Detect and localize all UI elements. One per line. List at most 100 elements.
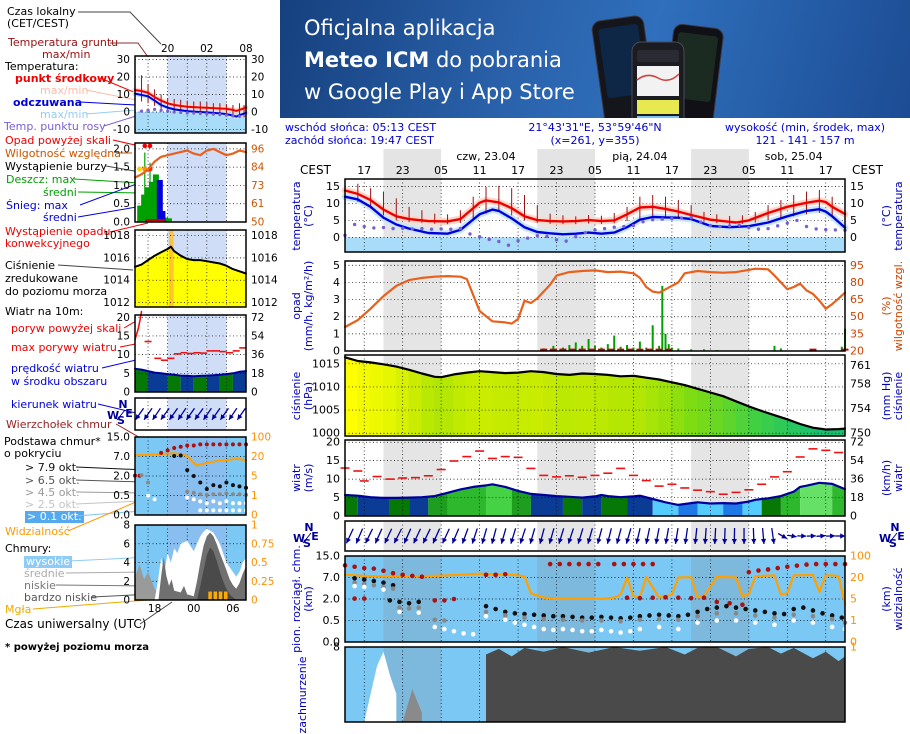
svg-text:1: 1 <box>333 327 340 340</box>
svg-text:06: 06 <box>226 603 240 615</box>
svg-text:0: 0 <box>333 510 340 523</box>
svg-text:10: 10 <box>850 197 864 210</box>
svg-text:20: 20 <box>326 436 340 449</box>
svg-text:54: 54 <box>251 330 265 342</box>
svg-text:1: 1 <box>251 520 258 532</box>
svg-text:1018: 1018 <box>103 230 130 242</box>
axis-label-p1: temperatura(°C) <box>291 181 315 250</box>
svg-text:10: 10 <box>326 197 340 210</box>
svg-text:0.75: 0.75 <box>251 538 274 550</box>
svg-text:1: 1 <box>850 614 857 627</box>
svg-text:0: 0 <box>123 107 130 119</box>
svg-text:1016: 1016 <box>251 252 278 264</box>
meteogram-page: { "banner": { "line1": "Oficjalna aplika… <box>0 0 910 660</box>
svg-text:72: 72 <box>251 312 264 324</box>
svg-text:0.25: 0.25 <box>251 576 274 588</box>
svg-text:E: E <box>897 530 905 543</box>
svg-text:18: 18 <box>251 368 264 380</box>
svg-text:1018: 1018 <box>251 230 278 242</box>
svg-text:30: 30 <box>251 54 264 66</box>
svg-text:36: 36 <box>251 349 265 361</box>
svg-text:05: 05 <box>434 164 448 177</box>
axis-label-p4: wiatr(m/s) <box>291 464 315 493</box>
svg-text:761: 761 <box>850 359 871 372</box>
svg-text:4: 4 <box>333 276 340 289</box>
svg-text:18: 18 <box>850 491 864 504</box>
svg-text:20: 20 <box>251 72 264 84</box>
svg-text:E: E <box>125 407 133 420</box>
svg-text:15.0: 15.0 <box>107 432 130 444</box>
svg-text:10: 10 <box>251 89 264 101</box>
svg-text:11: 11 <box>473 164 487 177</box>
svg-text:czw, 23.04: czw, 23.04 <box>456 150 515 163</box>
svg-text:36: 36 <box>850 473 864 486</box>
svg-text:3: 3 <box>333 293 340 306</box>
axis-label-p6: pion. rozciągł. chm.(km) <box>291 545 315 653</box>
svg-text:5: 5 <box>251 471 258 483</box>
axis-label-p2: (%)wilgotność wzgl. <box>881 261 905 351</box>
kierunek-wiatru-chart <box>345 521 845 551</box>
svg-text:8: 8 <box>333 641 340 654</box>
svg-text:23: 23 <box>550 164 564 177</box>
svg-text:5: 5 <box>333 259 340 272</box>
svg-text:80: 80 <box>850 276 864 289</box>
svg-text:05: 05 <box>588 164 602 177</box>
svg-text:50: 50 <box>850 310 864 323</box>
svg-text:96: 96 <box>251 143 265 155</box>
svg-text:100: 100 <box>251 432 271 444</box>
svg-text:1012: 1012 <box>251 297 278 309</box>
svg-text:72: 72 <box>850 436 864 449</box>
svg-text:65: 65 <box>850 293 864 306</box>
svg-text:0: 0 <box>333 345 340 358</box>
svg-text:2.0: 2.0 <box>113 143 130 155</box>
svg-text:1010: 1010 <box>312 380 340 393</box>
svg-text:0: 0 <box>850 510 857 523</box>
svg-text:-10: -10 <box>251 124 268 136</box>
svg-text:0: 0 <box>850 231 857 244</box>
svg-text:15: 15 <box>850 180 864 193</box>
svg-text:10: 10 <box>326 473 340 486</box>
axis-label-p3: (mm Hg)ciśnienie <box>881 371 905 420</box>
svg-text:5: 5 <box>333 214 340 227</box>
svg-text:11: 11 <box>626 164 640 177</box>
svg-text:758: 758 <box>850 378 871 391</box>
svg-text:84: 84 <box>251 162 265 174</box>
svg-text:754: 754 <box>850 402 871 415</box>
svg-text:1.0: 1.0 <box>113 180 130 192</box>
svg-text:20: 20 <box>850 571 864 584</box>
svg-text:11: 11 <box>780 164 794 177</box>
svg-text:0.5: 0.5 <box>323 614 341 627</box>
axis-label-p7: zachmurzenie <box>297 656 309 733</box>
svg-text:20: 20 <box>161 43 174 55</box>
svg-text:100: 100 <box>850 550 871 563</box>
svg-text:15: 15 <box>117 330 130 342</box>
svg-text:23: 23 <box>396 164 410 177</box>
svg-text:02: 02 <box>200 43 213 55</box>
svg-text:5: 5 <box>123 368 130 380</box>
svg-text:2.0: 2.0 <box>323 593 341 606</box>
svg-text:61: 61 <box>251 198 264 210</box>
svg-text:1005: 1005 <box>312 404 340 417</box>
svg-text:15: 15 <box>326 180 340 193</box>
svg-text:1.5: 1.5 <box>113 162 130 174</box>
svg-text:0: 0 <box>251 595 258 607</box>
svg-text:sob, 25.04: sob, 25.04 <box>765 150 823 163</box>
svg-text:0.5: 0.5 <box>113 198 130 210</box>
svg-text:35: 35 <box>850 327 864 340</box>
svg-text:20: 20 <box>117 72 130 84</box>
svg-text:8: 8 <box>123 520 130 532</box>
axis-label-p1: (°C)temperatura <box>881 181 905 250</box>
